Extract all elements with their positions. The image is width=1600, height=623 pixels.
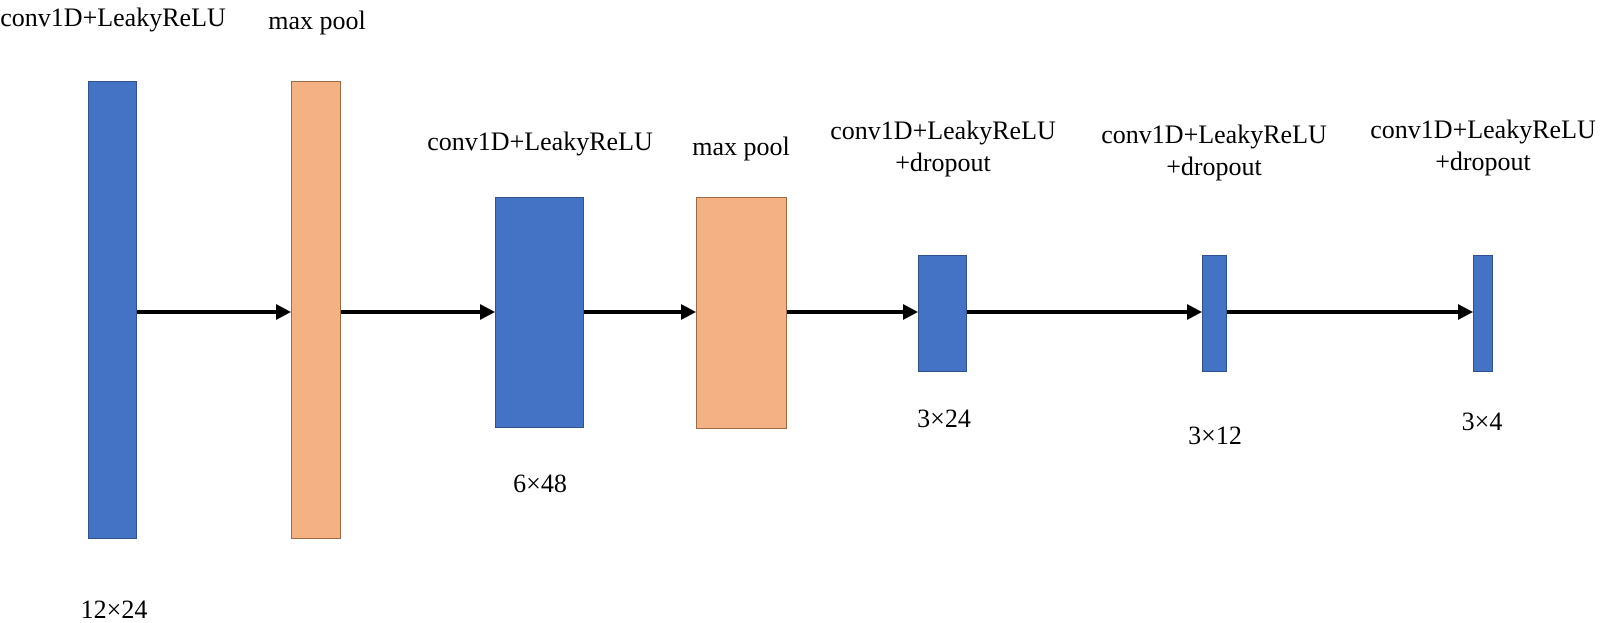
conv-layer-2-dims-label: 6×48 [513,469,567,498]
arrow-shaft [584,310,683,314]
conv-dropout-layer-2-dims-label: 3×12 [1188,421,1242,450]
conv-dropout-layer-1-dims-label: 3×24 [917,404,971,433]
maxpool-layer-2-block [696,197,787,429]
arrow-shaft [341,310,482,314]
maxpool-layer-1-block [291,81,341,539]
op-label-line2: +dropout [1166,152,1262,181]
conv-layer-2-op-label: conv1D+LeakyReLU [380,126,700,158]
conv-dropout-layer-3-dims-label: 3×4 [1461,407,1503,436]
flow-arrow-3 [584,304,696,320]
op-label-line1: conv1D+LeakyReLU [1370,115,1596,144]
conv-layer-1-op-label: conv1D+LeakyReLU [0,2,273,34]
conv-dropout-layer-2-op-label: conv1D+LeakyReLU +dropout [1054,119,1374,183]
op-label-line2: +dropout [1435,147,1531,176]
op-label-line1: max pool [268,6,366,35]
flow-arrow-1 [137,304,291,320]
flow-arrow-5 [967,304,1202,320]
op-label-line2: +dropout [895,148,991,177]
conv-dropout-layer-3-op-label: conv1D+LeakyReLU +dropout [1323,114,1600,178]
arrow-shaft [967,310,1189,314]
arrow-head-icon [276,304,291,320]
op-label-line1: conv1D+LeakyReLU [1101,120,1327,149]
arrow-shaft [137,310,278,314]
conv-dropout-layer-1-op-label: conv1D+LeakyReLU +dropout [783,115,1103,179]
flow-arrow-4 [787,304,918,320]
arrow-head-icon [480,304,495,320]
flow-arrow-2 [341,304,495,320]
conv-layer-2-block [495,197,584,428]
conv-dropout-layer-1-block [918,255,967,372]
arrow-head-icon [903,304,918,320]
arrow-shaft [787,310,905,314]
conv-dropout-layer-3-block [1473,255,1493,372]
maxpool-layer-2-op-label: max pool [581,131,901,163]
arrow-head-icon [1187,304,1202,320]
arrow-shaft [1227,310,1460,314]
op-label-line1: conv1D+LeakyReLU [0,3,226,32]
arrow-head-icon [1458,304,1473,320]
op-label-line1: conv1D+LeakyReLU [830,116,1056,145]
arrow-head-icon [681,304,696,320]
flow-arrow-6 [1227,304,1473,320]
maxpool-layer-1-op-label: max pool [157,5,477,37]
conv-layer-1-block [88,81,137,539]
op-label-line1: conv1D+LeakyReLU [427,127,653,156]
conv-layer-1-dims-label: 12×24 [80,595,148,623]
op-label-line1: max pool [692,132,790,161]
conv-dropout-layer-2-block [1202,255,1227,372]
